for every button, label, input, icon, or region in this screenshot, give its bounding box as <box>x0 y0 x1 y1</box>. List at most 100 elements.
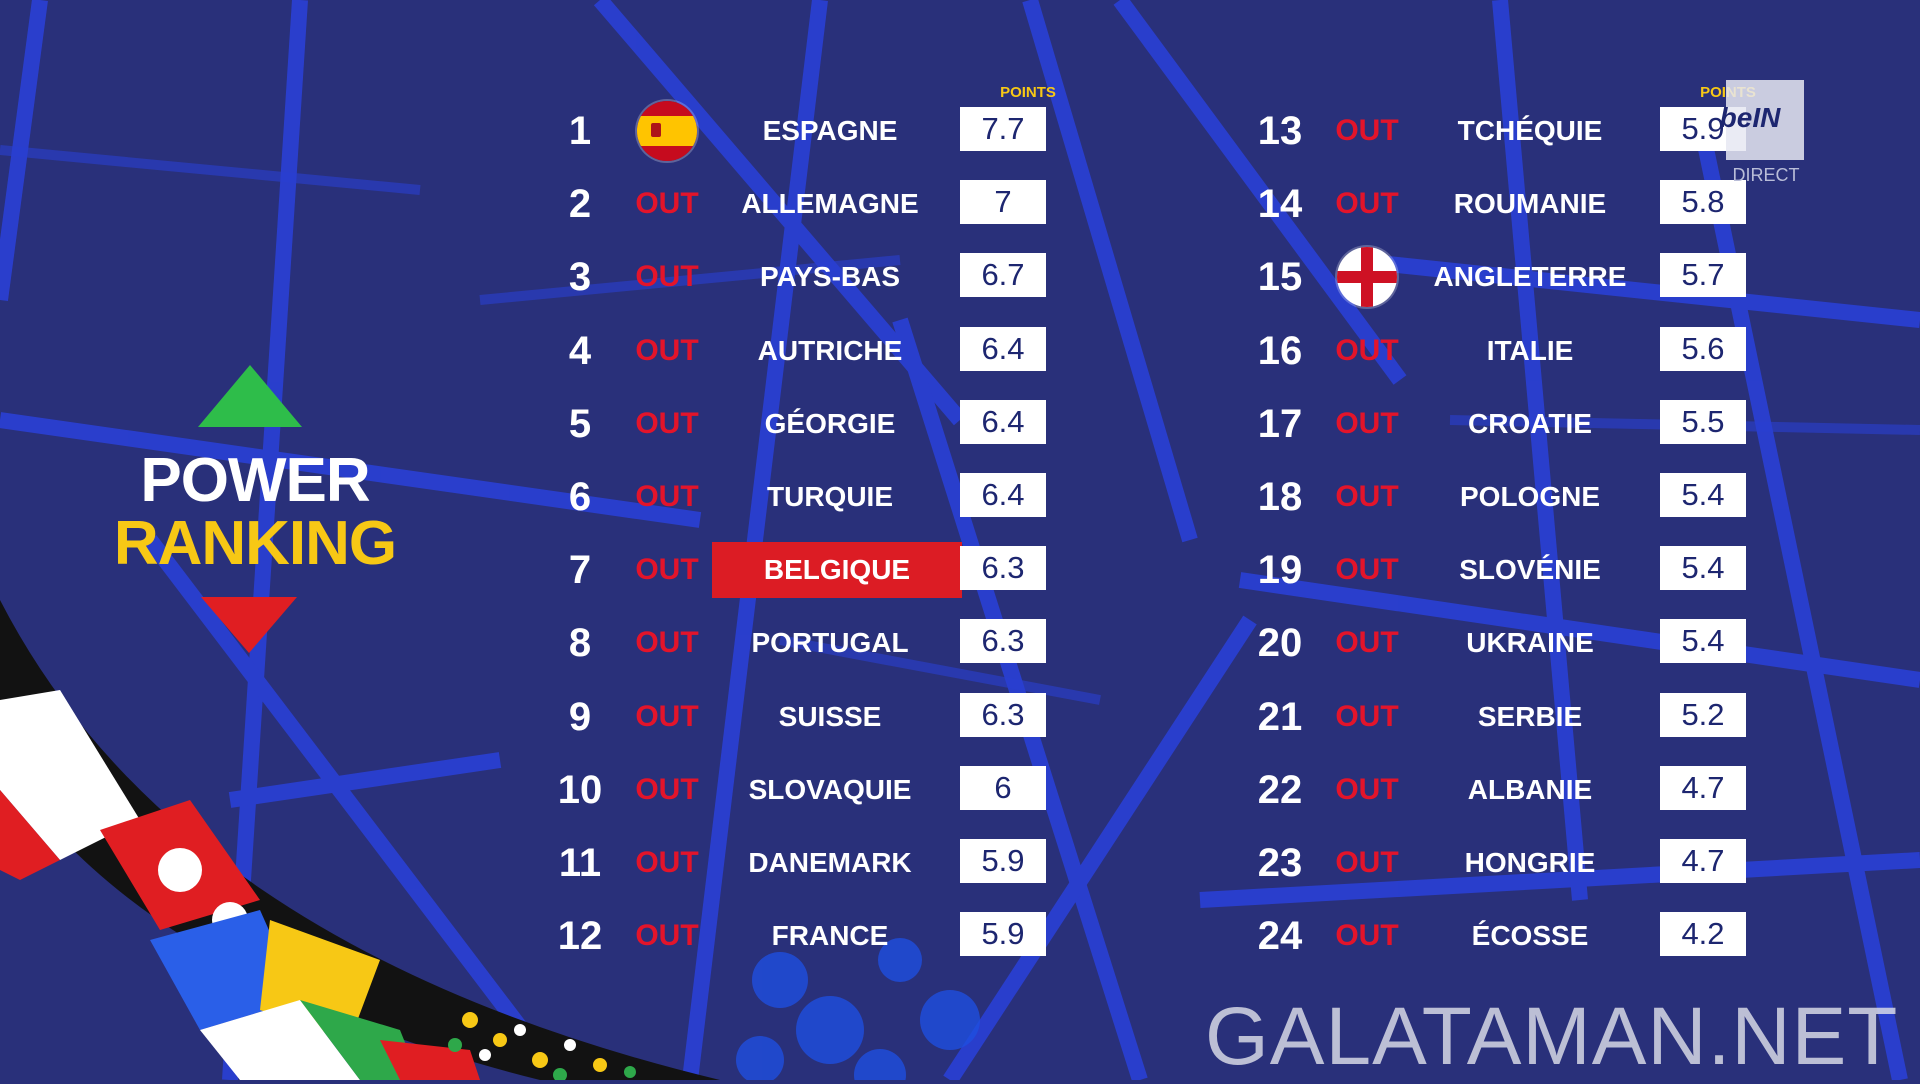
points-value: 5.4 <box>1660 619 1746 663</box>
rank-number: 5 <box>568 402 592 446</box>
rank-number: 15 <box>1257 255 1303 299</box>
country-name: ITALIE <box>1486 335 1574 366</box>
rank-number: 4 <box>568 329 592 373</box>
points-value: 4.7 <box>1660 766 1746 810</box>
points-value: 6.3 <box>960 619 1046 663</box>
ranking-row: 18 OUT POLOGNE 5.4 <box>1230 469 1750 525</box>
status-out-label: OUT <box>1335 846 1399 879</box>
ranking-row: 10 OUT SLOVAQUIE 6 <box>530 762 1050 818</box>
rank-number: 17 <box>1257 402 1303 446</box>
rank-number: 11 <box>558 841 602 885</box>
points-value: 5.9 <box>960 839 1046 883</box>
status-out-label: OUT <box>635 480 699 513</box>
triangle-up-icon <box>198 365 302 427</box>
ranking-row: 14 OUT ROUMANIE 5.8 <box>1230 176 1750 232</box>
ranking-row: 15 ANGLETERRE 5.7 <box>1230 247 1750 307</box>
country-name: PAYS-BAS <box>759 261 901 292</box>
status-out-label: OUT <box>1335 187 1399 220</box>
points-value: 5.2 <box>1660 693 1746 737</box>
rank-number: 3 <box>568 255 592 299</box>
status-out-label: OUT <box>635 553 699 586</box>
points-value: 6.4 <box>960 400 1046 444</box>
status-out-label: OUT <box>1335 553 1399 586</box>
ranking-row: 19 OUT SLOVÉNIE 5.4 <box>1230 542 1750 598</box>
ranking-row: 22 OUT ALBANIE 4.7 <box>1230 762 1750 818</box>
points-value: 4.7 <box>1660 839 1746 883</box>
ranking-row: 8 OUT PORTUGAL 6.3 <box>530 615 1050 671</box>
rank-number: 2 <box>568 182 592 226</box>
rank-number: 7 <box>568 548 592 592</box>
status-out-label: OUT <box>1335 773 1399 806</box>
ranking-row: 13 OUT TCHÉQUIE 5.9 <box>1230 103 1750 159</box>
triangle-down-icon <box>201 597 297 653</box>
ranking-row: 16 OUT ITALIE 5.6 <box>1230 323 1750 379</box>
power-ranking-logo: POWER RANKING <box>90 365 420 665</box>
rank-number: 1 <box>568 109 592 153</box>
status-out-label: OUT <box>1335 114 1399 147</box>
ranking-row: 20 OUT UKRAINE 5.4 <box>1230 615 1750 671</box>
ranking-row: 7 OUT BELGIQUE 6.3 <box>530 542 1050 598</box>
ranking-row: 11 OUT DANEMARK 5.9 <box>530 835 1050 891</box>
status-out-label: OUT <box>635 407 699 440</box>
points-value: 7.7 <box>960 107 1046 151</box>
status-out-label: OUT <box>1335 407 1399 440</box>
status-out-label: OUT <box>1335 700 1399 733</box>
rank-number: 13 <box>1257 109 1303 153</box>
rank-number: 10 <box>557 768 603 812</box>
points-value: 6.4 <box>960 473 1046 517</box>
status-out-label: OUT <box>635 846 699 879</box>
points-value: 5.5 <box>1660 400 1746 444</box>
country-name: FRANCE <box>771 920 889 951</box>
logo-title-line2: RANKING <box>113 509 397 578</box>
rank-number: 9 <box>568 695 592 739</box>
country-name: AUTRICHE <box>757 335 903 366</box>
country-name: SLOVAQUIE <box>748 774 912 805</box>
ranking-row: 9 OUT SUISSE 6.3 <box>530 689 1050 745</box>
points-value: 5.4 <box>1660 473 1746 517</box>
ranking-row: 4 OUT AUTRICHE 6.4 <box>530 323 1050 379</box>
status-out-label: OUT <box>1335 334 1399 367</box>
status-out-label: OUT <box>635 187 699 220</box>
rank-number: 24 <box>1257 914 1303 958</box>
country-name: GÉORGIE <box>764 408 896 439</box>
status-out-label: OUT <box>635 626 699 659</box>
points-value: 5.8 <box>1660 180 1746 224</box>
status-out-label: OUT <box>635 700 699 733</box>
country-name: POLOGNE <box>1459 481 1600 512</box>
rank-number: 22 <box>1257 768 1303 812</box>
country-name: ALLEMAGNE <box>741 188 919 219</box>
channel-logo <box>1726 80 1804 160</box>
points-value: 6 <box>960 766 1046 810</box>
watermark: GALATAMAN.NET <box>1205 991 1899 1082</box>
points-value: 6.3 <box>960 693 1046 737</box>
country-name: BELGIQUE <box>712 542 962 598</box>
rank-number: 23 <box>1257 841 1303 885</box>
rank-number: 8 <box>568 621 592 665</box>
country-name: SLOVÉNIE <box>1459 554 1601 585</box>
country-name: ROUMANIE <box>1453 188 1607 219</box>
status-out-label: OUT <box>1335 919 1399 952</box>
ranking-row: 6 OUT TURQUIE 6.4 <box>530 469 1050 525</box>
points-value: 6.3 <box>960 546 1046 590</box>
country-name: CROATIE <box>1468 408 1592 439</box>
rank-number: 21 <box>1257 695 1303 739</box>
status-out-label: OUT <box>635 334 699 367</box>
status-out-label: OUT <box>1335 626 1399 659</box>
ranking-row: 12 OUT FRANCE 5.9 <box>530 908 1050 964</box>
points-value: 5.4 <box>1660 546 1746 590</box>
logo-title-line1: POWER <box>140 446 370 515</box>
rank-number: 18 <box>1257 475 1303 519</box>
channel-logo-text: beIN <box>1719 102 1781 133</box>
country-name: DANEMARK <box>748 847 912 878</box>
points-header-left: POINTS <box>1000 84 1056 101</box>
rank-number: 19 <box>1257 548 1303 592</box>
ranking-row: 5 OUT GÉORGIE 6.4 <box>530 396 1050 452</box>
ranking-row: 21 OUT SERBIE 5.2 <box>1230 689 1750 745</box>
status-out-label: OUT <box>635 773 699 806</box>
ranking-row: 24 OUT ÉCOSSE 4.2 <box>1230 908 1750 964</box>
points-value: 6.4 <box>960 327 1046 371</box>
points-value: 5.9 <box>960 912 1046 956</box>
country-name: ÉCOSSE <box>1471 920 1589 951</box>
ranking-row: 17 OUT CROATIE 5.5 <box>1230 396 1750 452</box>
spain-flag-icon <box>637 101 697 161</box>
